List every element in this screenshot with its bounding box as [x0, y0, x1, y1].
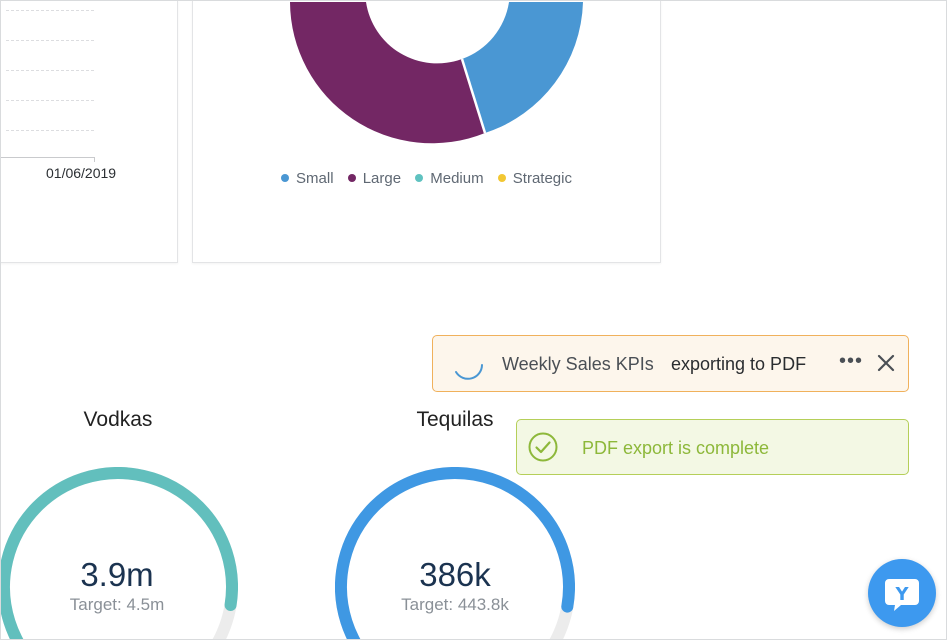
export-complete-toast: PDF export is complete	[516, 419, 909, 475]
gridline	[6, 70, 94, 71]
legend-label: Medium	[430, 170, 484, 187]
donut-slice-large[interactable]	[290, 2, 485, 144]
line-chart-card: 01/06/2019	[1, 1, 178, 263]
loading-spinner-icon	[455, 364, 483, 380]
chat-button-label: Y	[894, 584, 909, 605]
legend-label: Small	[296, 170, 334, 187]
gridline	[6, 100, 94, 101]
gridline	[6, 40, 94, 41]
legend-item-large[interactable]: Large	[347, 170, 402, 187]
gauge-fill	[1, 467, 238, 639]
gauge-target: Target: 443.8k	[401, 595, 509, 614]
legend-item-medium[interactable]: Medium	[415, 170, 484, 187]
toast-report-name: Weekly Sales KPIs	[502, 354, 654, 374]
x-axis	[1, 157, 94, 158]
gauge-tequilas	[335, 467, 575, 639]
gauge-title-tequilas: Tequilas	[416, 408, 494, 431]
check-circle-icon	[528, 432, 558, 462]
legend-dot-icon	[497, 174, 506, 183]
x-tick-label: 01/06/2019	[46, 165, 117, 181]
gauge-target: Target: 4.5m	[69, 595, 165, 614]
export-progress-toast: Weekly Sales KPIs exporting to PDF •••	[432, 335, 909, 392]
donut-chart-card: Small Large Medium Strategic	[192, 1, 661, 263]
gridline	[6, 130, 94, 131]
gauge-title-vodkas: Vodkas	[83, 408, 153, 431]
legend-label: Large	[362, 170, 402, 187]
gauge-value: 3.9m	[80, 556, 154, 593]
legend-dot-icon	[415, 174, 424, 183]
x-axis-tick	[94, 157, 95, 162]
toast-status-text: exporting to PDF	[671, 354, 807, 374]
toast-complete-message: PDF export is complete	[582, 438, 770, 458]
donut-slice-small[interactable]	[462, 2, 583, 133]
gauge-fill	[335, 467, 575, 639]
ellipsis-icon[interactable]: •••	[839, 350, 864, 372]
chat-bubble-icon: Y	[885, 579, 919, 611]
chat-assistant-button[interactable]: Y	[868, 559, 936, 627]
donut-chart	[290, 2, 583, 144]
close-icon[interactable]	[876, 353, 896, 373]
gridline	[6, 10, 94, 11]
legend-dot-icon	[281, 174, 290, 183]
gauge-value: 386k	[419, 556, 491, 593]
gauge-vodkas	[1, 467, 238, 639]
legend-dot-icon	[347, 174, 356, 183]
legend-item-strategic[interactable]: Strategic	[497, 170, 572, 187]
donut-legend: Small Large Medium Strategic	[193, 170, 660, 187]
legend-item-small[interactable]: Small	[281, 170, 334, 187]
legend-label: Strategic	[512, 170, 572, 187]
slice-separator	[460, 58, 487, 134]
